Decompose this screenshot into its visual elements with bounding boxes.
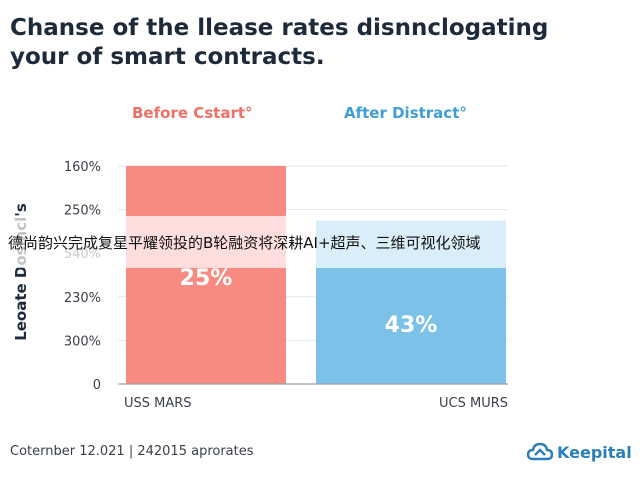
brand-logo: Keepital [527,440,632,464]
y-tick-label: 160% [64,160,101,175]
y-tick-label: 250% [64,204,101,219]
overlay-banner [0,216,640,268]
chart-title-line-2: your of smart contracts. [10,44,325,70]
cloud-icon [527,442,553,461]
x-category-label: UCS MURS [439,396,508,411]
bar-value-label: 25% [180,266,233,291]
chart-title-line-1: Chanse of the llease rates disnnclogatin… [10,15,549,41]
y-tick-label: 300% [64,334,101,349]
y-tick-label: 0 [93,378,101,393]
bar-1 [126,166,286,384]
footer-caption: Coternber 12.021 | 242015 aprorates [10,444,254,459]
chart-title: Chanse of the llease rates disnnclogatin… [10,14,630,72]
legend-before: Before Cstart° [132,104,253,122]
y-tick-label: 230% [64,291,101,306]
x-category-label: USS MARS [124,396,192,411]
legend-after: After Distract° [344,104,467,122]
logo-text: Keepital [557,442,632,462]
bar-value-label: 43% [385,313,438,338]
overlay-caption: 德尚韵兴完成复星平耀领投的B轮融资将深耕AI+超声、三维可视化领域 [8,234,481,252]
